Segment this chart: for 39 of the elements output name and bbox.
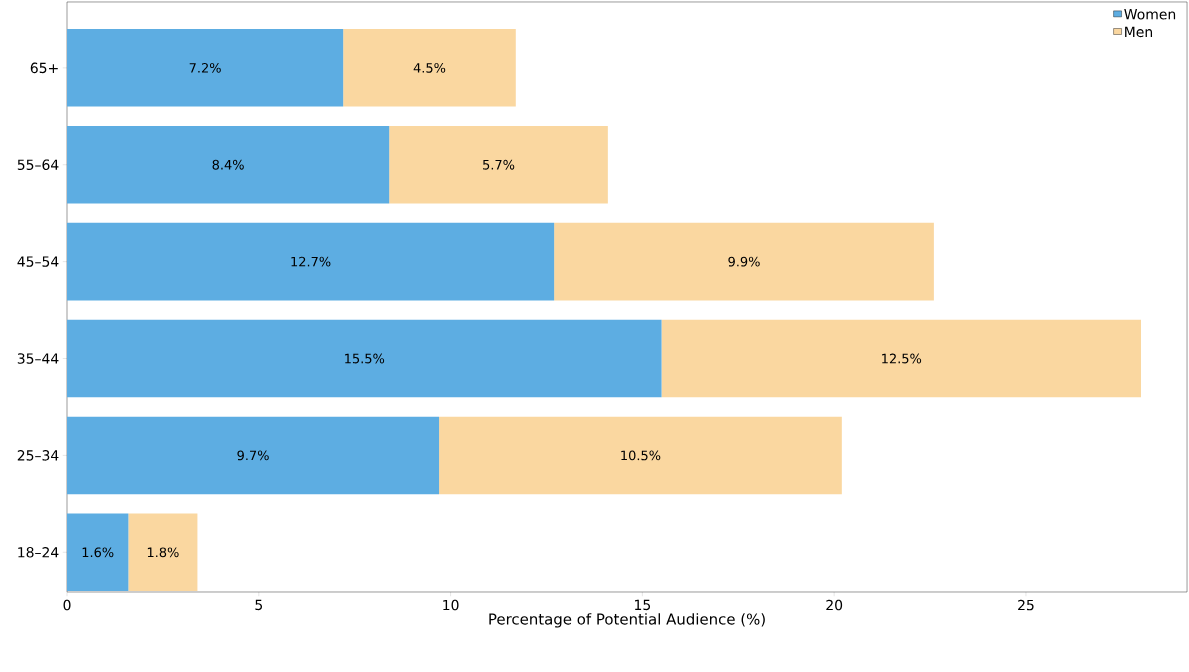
data-label: 4.5% [413, 62, 446, 73]
data-label: 12.7% [291, 256, 331, 267]
y-tick-label: 35–44 [17, 353, 59, 364]
x-tick-label: 15 [635, 599, 651, 611]
data-label: 12.5% [882, 353, 922, 364]
x-tick-label: 5 [255, 599, 263, 611]
y-tick-label: 25–34 [17, 450, 59, 461]
bar [343, 29, 516, 107]
bar [67, 513, 129, 592]
x-tick-label: 20 [826, 599, 843, 611]
y-tick-label: 18–24 [18, 546, 59, 558]
bar [67, 29, 344, 107]
y-tick-label: 55–64 [17, 159, 59, 171]
x-tick-label: 10 [443, 599, 459, 611]
data-label: 1.6% [82, 547, 114, 558]
legend-label: Men [1125, 26, 1153, 38]
data-label: 9.7% [237, 450, 269, 461]
bar [67, 319, 662, 398]
data-label: 15.5% [345, 353, 385, 364]
x-axis-title: Percentage of Potential Audience (%) [489, 613, 765, 628]
data-label: 9.9% [728, 256, 760, 267]
bar [67, 222, 555, 301]
bar [128, 513, 198, 592]
data-label: 8.4% [212, 159, 244, 170]
bar [67, 416, 440, 495]
data-label: 7.2% [189, 62, 221, 73]
x-tick-label: 25 [1018, 599, 1034, 611]
bar [661, 319, 1142, 398]
bar [389, 126, 608, 204]
data-label: 5.7% [483, 159, 515, 170]
bar [67, 126, 390, 204]
y-tick-label: 65+ [30, 62, 58, 74]
bar [439, 416, 842, 495]
x-tick-label: 0 [63, 599, 71, 611]
y-tick-label: 45–54 [17, 256, 59, 267]
legend-label: Women [1124, 9, 1176, 20]
data-label: 10.5% [621, 450, 661, 461]
data-label: 1.8% [147, 547, 179, 558]
bar [554, 222, 934, 301]
